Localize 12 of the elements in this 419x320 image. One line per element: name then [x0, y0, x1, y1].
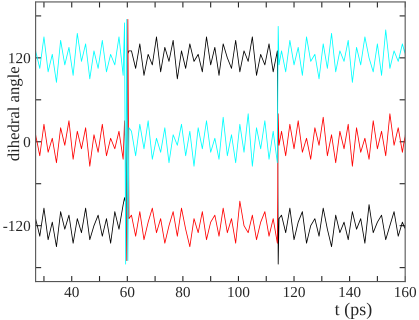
x-tick-label: 100: [228, 286, 250, 298]
x-tick-label: 160: [395, 286, 416, 298]
y-tick-label: -120: [3, 220, 30, 232]
x-tick-label: 120: [284, 286, 305, 298]
y-tick-label: 120: [9, 52, 30, 64]
y-tick-label: 0: [24, 136, 30, 148]
x-tick-label: 40: [64, 286, 79, 298]
x-tick-label: 60: [120, 286, 134, 298]
x-tick-label: 80: [176, 286, 190, 298]
x-axis-title: t (ps): [334, 302, 372, 319]
y-axis-title: dihedral angle: [8, 66, 23, 161]
x-tick-label: 140: [339, 286, 360, 298]
